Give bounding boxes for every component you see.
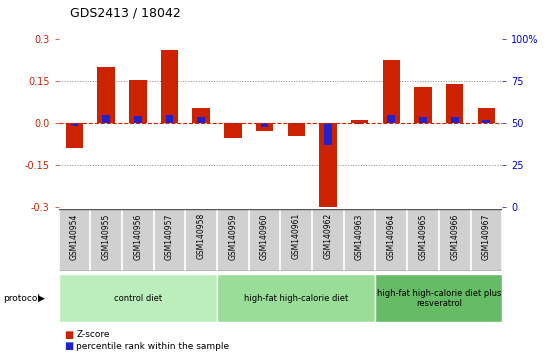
Text: ▶: ▶ bbox=[38, 294, 45, 303]
Bar bbox=[478, 108, 495, 123]
Bar bbox=[102, 115, 110, 123]
Bar bbox=[70, 123, 78, 126]
Bar bbox=[324, 123, 332, 145]
Bar bbox=[419, 118, 427, 123]
Text: ■: ■ bbox=[64, 330, 74, 339]
Text: GSM140961: GSM140961 bbox=[292, 213, 301, 259]
Bar bbox=[198, 118, 205, 123]
Text: GSM140957: GSM140957 bbox=[165, 213, 174, 259]
Bar bbox=[387, 115, 395, 123]
Bar bbox=[193, 108, 210, 123]
Text: GSM140960: GSM140960 bbox=[260, 213, 269, 259]
Bar bbox=[161, 50, 178, 123]
Text: percentile rank within the sample: percentile rank within the sample bbox=[76, 342, 229, 351]
Bar bbox=[351, 120, 368, 123]
Text: high-fat high-calorie diet plus
resveratrol: high-fat high-calorie diet plus resverat… bbox=[377, 289, 501, 308]
Text: GSM140965: GSM140965 bbox=[418, 213, 427, 259]
Text: GSM140963: GSM140963 bbox=[355, 213, 364, 259]
Bar bbox=[355, 123, 363, 124]
Bar bbox=[292, 123, 300, 124]
Bar bbox=[229, 123, 237, 124]
Bar bbox=[451, 118, 459, 123]
Bar bbox=[59, 274, 217, 322]
Bar bbox=[261, 123, 268, 127]
Bar bbox=[166, 115, 174, 123]
Text: GSM140966: GSM140966 bbox=[450, 213, 459, 259]
Bar bbox=[134, 116, 142, 123]
Text: GSM140958: GSM140958 bbox=[196, 213, 206, 259]
Bar bbox=[217, 274, 376, 322]
Text: GSM140955: GSM140955 bbox=[102, 213, 110, 259]
Text: GSM140964: GSM140964 bbox=[387, 213, 396, 259]
Bar bbox=[319, 123, 336, 209]
Bar bbox=[224, 123, 242, 138]
Bar bbox=[66, 123, 83, 148]
Text: GSM140967: GSM140967 bbox=[482, 213, 491, 259]
Text: GSM140954: GSM140954 bbox=[70, 213, 79, 259]
Bar bbox=[256, 123, 273, 131]
Bar bbox=[129, 80, 147, 123]
Text: GSM140959: GSM140959 bbox=[228, 213, 237, 259]
Text: Z-score: Z-score bbox=[76, 330, 110, 339]
Bar bbox=[383, 60, 400, 123]
Bar bbox=[376, 274, 502, 322]
Bar bbox=[414, 87, 432, 123]
Text: GSM140962: GSM140962 bbox=[324, 213, 333, 259]
Text: ■: ■ bbox=[64, 341, 74, 351]
Bar bbox=[483, 120, 490, 123]
Bar bbox=[446, 84, 463, 123]
Bar bbox=[98, 67, 115, 123]
Text: GSM140956: GSM140956 bbox=[133, 213, 142, 259]
Bar bbox=[287, 123, 305, 137]
Text: GDS2413 / 18042: GDS2413 / 18042 bbox=[70, 6, 180, 19]
Text: high-fat high-calorie diet: high-fat high-calorie diet bbox=[244, 294, 348, 303]
Text: protocol: protocol bbox=[3, 294, 40, 303]
Text: control diet: control diet bbox=[114, 294, 162, 303]
